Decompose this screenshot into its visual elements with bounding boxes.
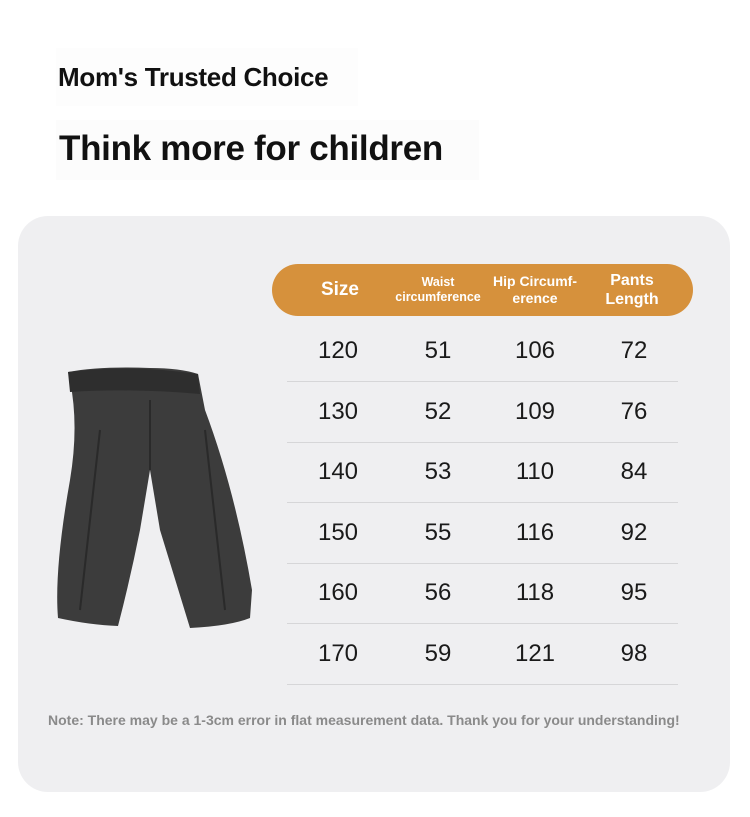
column-header-length: Pants Length [605, 271, 659, 308]
table-cell: 92 [620, 518, 648, 546]
page-title: Think more for children [56, 120, 479, 180]
column-header-size: Size [320, 278, 360, 300]
column-header-waist: Waist circumference [395, 275, 481, 304]
table-cell: 76 [620, 397, 648, 425]
table-cell: 150 [317, 518, 359, 546]
table-cell: 53 [424, 458, 452, 485]
table-cell: 160 [317, 579, 359, 606]
table-header: Size Waist circumference Hip Circumf-ere… [272, 264, 693, 316]
table-row: 120 51 106 72 [287, 321, 678, 382]
table-cell: 106 [514, 337, 556, 364]
measurement-note: Note: There may be a 1-3cm error in flat… [48, 712, 680, 728]
table-row: 150 55 116 92 [287, 503, 678, 564]
table-cell: 109 [514, 397, 556, 425]
table-row: 160 56 118 95 [287, 563, 678, 624]
table-cell: 130 [317, 397, 359, 425]
pants-image [57, 367, 253, 628]
table-cell: 55 [424, 518, 452, 546]
table-cell: 121 [514, 639, 556, 667]
table-cell: 95 [620, 579, 648, 606]
table-cell: 84 [620, 458, 648, 485]
table-cell: 170 [317, 639, 359, 667]
tagline: Mom's Trusted Choice [56, 48, 358, 106]
table-cell: 118 [515, 579, 555, 606]
table-cell: 120 [317, 337, 359, 364]
table-cell: 59 [424, 639, 452, 667]
column-header-hip: Hip Circumf-erence [493, 273, 577, 306]
table-cell: 116 [515, 518, 555, 546]
table-cell: 56 [424, 579, 452, 606]
table-row: 140 53 110 84 [287, 442, 678, 503]
table-row: 170 59 121 98 [287, 624, 678, 685]
table-cell: 51 [424, 337, 452, 364]
table-row: 130 52 109 76 [287, 382, 678, 443]
table-cell: 98 [620, 639, 648, 667]
table-cell: 52 [424, 397, 452, 425]
table-cell: 140 [317, 458, 359, 485]
table-cell: 110 [515, 458, 555, 485]
table-cell: 72 [620, 337, 648, 364]
